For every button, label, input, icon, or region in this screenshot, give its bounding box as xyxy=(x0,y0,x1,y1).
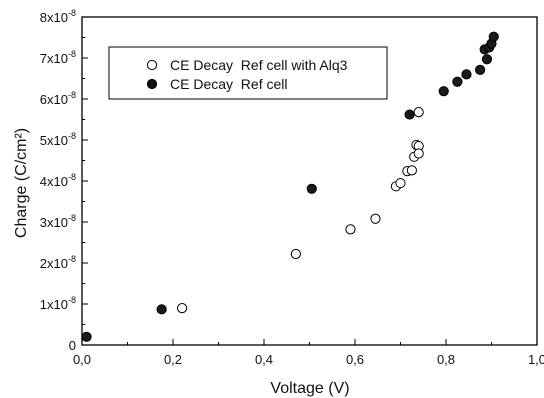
y-tick-mantissa: 5x10 xyxy=(40,133,68,148)
data-point-open xyxy=(290,248,301,260)
legend: CE Decay Ref cell with Alq3 CE Decay Ref… xyxy=(108,46,388,100)
data-point-open xyxy=(177,303,188,314)
y-tick-exponent: -8 xyxy=(68,295,76,305)
y-tick-exponent: -8 xyxy=(68,131,76,141)
x-axis: 0,0 0,2 0,4 0,6 0,8 1,0 xyxy=(73,339,544,367)
y-tick-label: 2x10-8 xyxy=(40,254,76,271)
y-axis-title: Charge (C/cm²) xyxy=(13,128,30,238)
data-point-filled xyxy=(488,31,499,42)
y-tick-exponent: -8 xyxy=(68,49,76,59)
data-point-open xyxy=(395,177,406,189)
legend-label-series-1: CE Decay Ref cell with Alq3 xyxy=(170,57,348,73)
y-tick-label: 4x10-8 xyxy=(40,172,76,189)
y-tick-mantissa: 8x10 xyxy=(40,10,68,25)
x-tick-label: 0,0 xyxy=(73,352,91,367)
data-point-open xyxy=(413,107,424,118)
x-tick-label: 0,6 xyxy=(346,352,364,367)
x-tick-label: 0,8 xyxy=(437,352,455,367)
x-tick-label: 0,4 xyxy=(255,352,273,367)
y-tick-exponent: -8 xyxy=(68,8,76,18)
data-point-filled xyxy=(481,54,493,65)
y-tick-mantissa: 3x10 xyxy=(40,215,68,230)
data-point-filled xyxy=(452,76,463,87)
data-point-open xyxy=(413,148,424,159)
y-tick-label: 1x10-8 xyxy=(40,295,76,312)
legend-label-series-2: CE Decay Ref cell xyxy=(170,76,287,92)
data-point-open xyxy=(370,213,381,224)
x-axis-title: Voltage (V) xyxy=(270,380,349,397)
y-tick-mantissa: 6x10 xyxy=(40,92,68,107)
data-point-filled xyxy=(461,69,472,80)
data-point-open xyxy=(406,165,417,176)
y-tick-exponent: -8 xyxy=(68,172,76,182)
y-tick-label: 6x10-8 xyxy=(40,90,76,107)
y-tick-exponent: -8 xyxy=(68,213,76,223)
data-point-filled xyxy=(306,183,317,194)
y-tick-label: 3x10-8 xyxy=(40,213,76,230)
y-tick-mantissa: 2x10 xyxy=(40,256,68,271)
x-tick-label: 0,2 xyxy=(164,352,182,367)
y-tick-mantissa: 4x10 xyxy=(40,174,68,189)
y-tick-label: 5x10-8 xyxy=(40,131,76,148)
legend-marker-open xyxy=(146,59,158,71)
legend-box xyxy=(108,46,388,100)
y-tick-label: 8x10-8 xyxy=(40,8,76,25)
y-tick-mantissa: 1x10 xyxy=(40,297,68,312)
data-point-filled xyxy=(156,304,167,315)
y-tick-label: 0 xyxy=(69,338,76,353)
y-tick-exponent: -8 xyxy=(68,90,76,100)
data-point-filled xyxy=(438,86,449,97)
data-point-filled xyxy=(81,331,92,342)
y-tick-mantissa: 7x10 xyxy=(40,51,68,66)
y-axis: 01x10-82x10-83x10-84x10-85x10-86x10-87x1… xyxy=(40,8,88,353)
y-tick-exponent: -8 xyxy=(68,254,76,264)
y-tick-mantissa: 0 xyxy=(69,338,76,353)
y-tick-label: 7x10-8 xyxy=(40,49,76,66)
legend-marker-filled xyxy=(146,78,158,90)
data-points xyxy=(81,31,499,342)
data-point-open xyxy=(345,224,356,235)
x-tick-label: 1,0 xyxy=(528,352,544,367)
data-point-filled xyxy=(404,109,415,120)
data-point-filled xyxy=(475,64,486,75)
